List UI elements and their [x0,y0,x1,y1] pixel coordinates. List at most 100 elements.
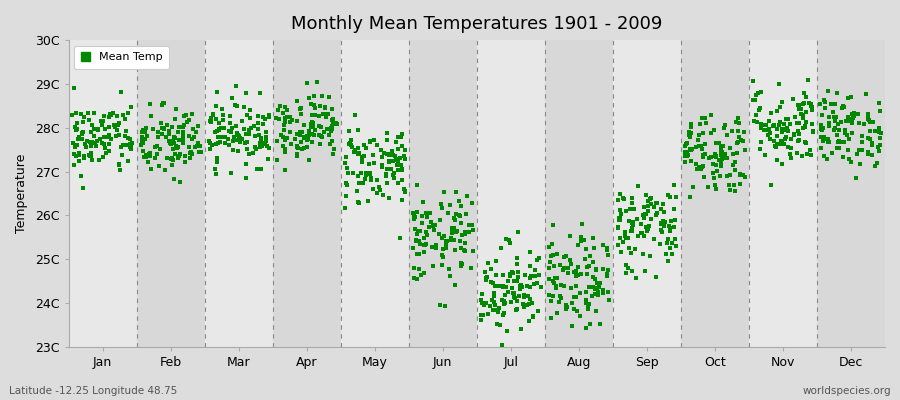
Point [248,146,263,152]
Point [124,146,139,152]
Point [356,155,370,161]
Point [250,125,265,132]
Point [304,101,319,108]
Point [564,323,579,329]
Point [799,94,814,100]
Point [655,229,670,236]
Point [733,170,747,177]
Point [587,245,601,252]
Point [182,132,196,139]
Point [233,137,248,143]
Point [67,162,81,168]
Point [488,283,502,289]
Point [320,114,334,121]
Point [861,110,876,117]
Point [155,125,169,131]
Point [435,205,449,211]
Point [293,139,308,145]
Point [571,242,585,248]
Point [329,120,344,126]
Point [418,242,432,249]
Point [474,312,489,319]
Point [302,95,316,101]
Point [452,198,466,204]
Point [664,240,679,246]
Point [438,241,453,247]
Point [238,140,252,146]
Point [852,119,867,126]
Point [692,143,706,149]
Point [814,122,829,128]
Point [498,310,512,316]
Point [523,275,537,282]
Point [256,114,271,120]
Point [514,282,528,288]
Point [860,116,875,122]
Point [218,134,232,141]
Point [637,267,652,274]
Point [235,135,249,142]
Title: Monthly Mean Temperatures 1901 - 2009: Monthly Mean Temperatures 1901 - 2009 [291,15,662,33]
Point [68,110,83,117]
Point [84,153,98,160]
Point [436,189,451,196]
Point [167,135,182,141]
Point [297,134,311,140]
Point [86,125,101,132]
Point [213,134,228,140]
Point [435,252,449,258]
Point [832,144,846,151]
Point [485,297,500,303]
Point [498,300,512,306]
Point [613,217,627,224]
Point [872,100,886,106]
Point [639,211,653,218]
Point [542,292,556,299]
Point [695,115,709,122]
Point [731,139,745,146]
Point [140,132,154,139]
Point [395,166,410,172]
Point [821,136,835,142]
Point [171,155,185,161]
Point [832,127,847,133]
Point [574,221,589,227]
Point [284,119,298,126]
Point [252,144,266,150]
Point [770,141,785,147]
Point [553,262,567,268]
Point [112,161,126,167]
Point [506,270,520,277]
Point [634,230,649,236]
Point [838,130,852,137]
Point [452,212,466,218]
Point [212,120,226,126]
Point [489,258,503,264]
Point [642,222,656,229]
Point [842,118,856,125]
Point [379,173,393,179]
Point [280,135,294,141]
Point [732,134,746,140]
Point [84,129,98,136]
Point [542,244,556,250]
Point [111,122,125,128]
Point [779,126,794,132]
Point [600,267,615,273]
Point [619,235,634,241]
Point [302,157,316,163]
Point [389,156,403,162]
Point [641,226,655,232]
Point [473,317,488,323]
Point [123,144,138,150]
Point [351,151,365,158]
Point [709,162,724,169]
Point [716,143,730,150]
Point [616,238,631,245]
Point [749,112,763,118]
Point [135,129,149,135]
Point [649,200,663,206]
Point [110,126,124,133]
Point [176,123,190,130]
Point [243,115,257,121]
